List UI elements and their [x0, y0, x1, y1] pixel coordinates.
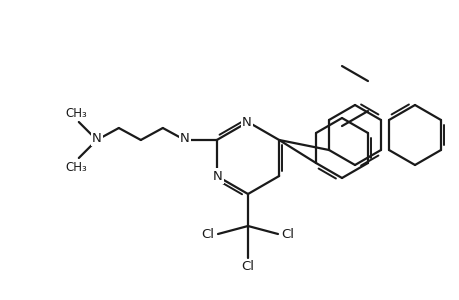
Text: CH₃: CH₃ — [65, 106, 86, 119]
Text: N: N — [92, 131, 101, 145]
Text: CH₃: CH₃ — [65, 160, 86, 173]
Text: Cl: Cl — [281, 227, 294, 241]
Text: Cl: Cl — [201, 227, 214, 241]
Text: Cl: Cl — [241, 260, 254, 274]
Text: N: N — [179, 131, 189, 145]
Text: N: N — [241, 116, 252, 128]
Text: N: N — [213, 169, 222, 182]
